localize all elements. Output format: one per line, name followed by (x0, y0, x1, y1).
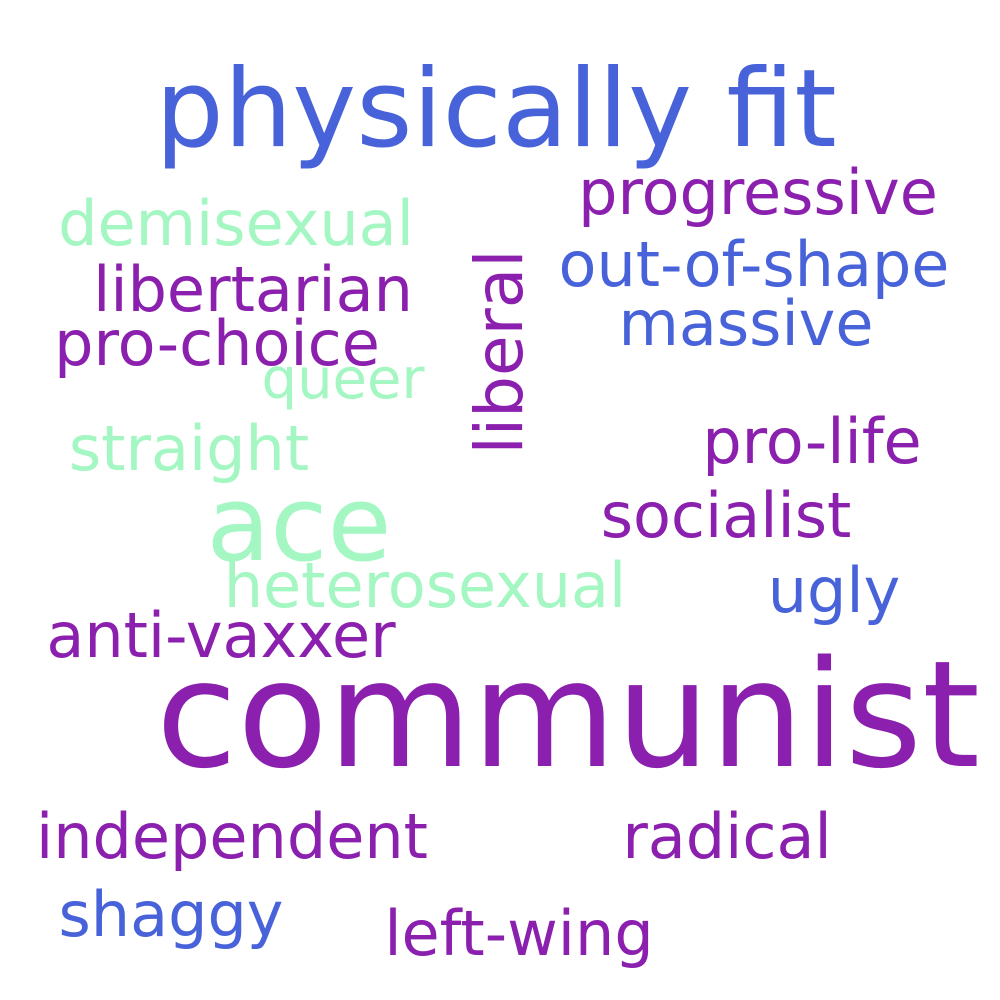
word-liberal: liberal (461, 249, 538, 455)
word-massive: massive (618, 287, 874, 360)
word-left-wing: left-wing (384, 897, 654, 970)
word-independent: independent (36, 800, 428, 873)
word-physically-fit: physically fit (155, 47, 837, 172)
word-queer: queer (261, 347, 425, 412)
word-ace: ace (206, 463, 392, 585)
word-out-of-shape: out-of-shape (558, 228, 950, 301)
word-progressive: progressive (578, 156, 938, 229)
word-heterosexual: heterosexual (223, 549, 627, 622)
word-communist: communist (155, 629, 981, 801)
word-libertarian: libertarian (93, 253, 413, 326)
word-demisexual: demisexual (58, 187, 414, 260)
word-shaggy: shaggy (58, 878, 284, 951)
word-ugly: ugly (767, 554, 901, 627)
word-straight: straight (68, 412, 310, 485)
word-radical: radical (622, 800, 832, 873)
word-pro-life: pro-life (702, 405, 922, 478)
word-anti-vaxxer: anti-vaxxer (46, 599, 396, 672)
word-pro-choice: pro-choice (54, 307, 380, 380)
word-socialist: socialist (600, 479, 852, 552)
